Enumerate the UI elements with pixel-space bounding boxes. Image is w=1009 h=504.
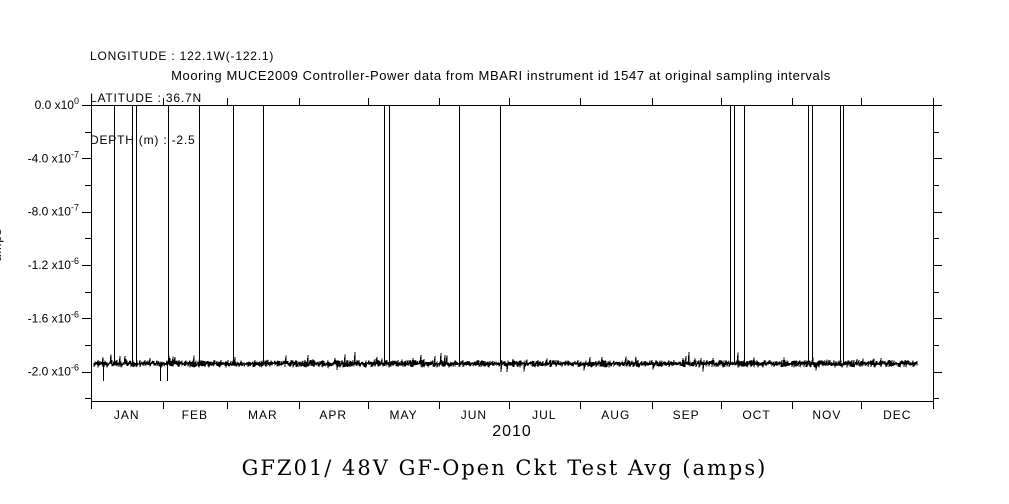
y-axis-label: amps [0, 228, 4, 262]
y-tick-label: -2.0 x10-6 [28, 363, 79, 379]
y-tick-label: 0.0 x100 [35, 96, 79, 112]
x-axis-year-label: 2010 [492, 423, 532, 440]
y-tick-label: -1.6 x10-6 [28, 309, 79, 325]
month-label: JUL [532, 408, 556, 422]
month-label: FEB [182, 408, 208, 422]
data-series [93, 105, 918, 381]
y-tick-label: -8.0 x10-7 [28, 203, 79, 219]
month-label: APR [319, 408, 347, 422]
month-label: AUG [601, 408, 630, 422]
bottom-title: GFZ01/ 48V GF-Open Ckt Test Avg (amps) [241, 456, 768, 480]
month-label: OCT [742, 408, 770, 422]
y-tick-label: -4.0 x10-7 [28, 149, 79, 165]
latitude-line: LATITUDE : 36.7N [90, 91, 202, 105]
x-tick-labels: JAN FEB MAR APR MAY JUN JUL AUG SEP OCT NOV DEC [114, 408, 911, 422]
month-label: JUN [461, 408, 487, 422]
month-label: JAN [114, 408, 140, 422]
month-label: SEP [673, 408, 700, 422]
axes-frame [91, 105, 934, 402]
y-axis-ticks [82, 105, 942, 399]
y-tick-labels: 0.0 x100 -4.0 x10-7 -8.0 x10-7 -1.2 x10-6 -1… [28, 96, 79, 379]
y-tick-label: -1.2 x10-6 [28, 256, 79, 272]
series-line [93, 352, 918, 372]
chart-title: Mooring MUCE2009 Controller-Power data f… [171, 68, 831, 83]
month-label: MAR [248, 408, 278, 422]
location-header: LONGITUDE : 122.1W(-122.1) LATITUDE : 36… [90, 21, 274, 175]
depth-line: DEPTH (m) : -2.5 [90, 133, 196, 147]
month-label: NOV [812, 408, 841, 422]
month-label: MAY [390, 408, 418, 422]
longitude-line: LONGITUDE : 122.1W(-122.1) [90, 49, 275, 63]
month-label: DEC [883, 408, 911, 422]
x-axis-ticks [91, 98, 934, 409]
